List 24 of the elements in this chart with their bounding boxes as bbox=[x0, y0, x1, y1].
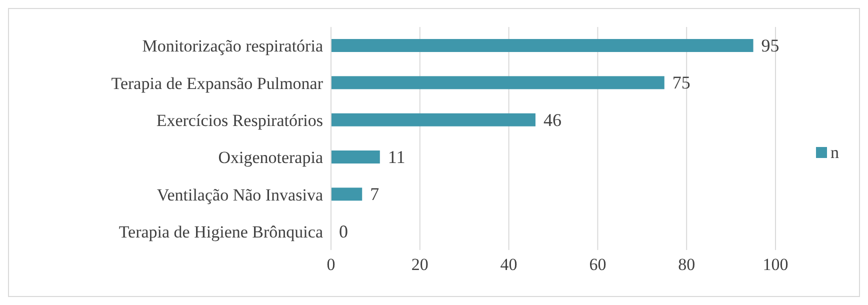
y-tick-label: Exercícios Respiratórios bbox=[156, 110, 323, 130]
y-tick-label: Monitorização respiratória bbox=[142, 36, 324, 56]
y-tick-label: Ventilação Não Invasiva bbox=[156, 185, 324, 204]
bar bbox=[331, 76, 664, 90]
y-tick-label: Oxigenoterapia bbox=[218, 148, 324, 168]
x-tick-label: 40 bbox=[500, 255, 518, 274]
y-tick-label: Terapia de Expansão Pulmonar bbox=[111, 74, 324, 93]
y-tick-label: Terapia de Higiene Brônquica bbox=[118, 222, 324, 242]
data-label: 11 bbox=[388, 147, 406, 167]
bar bbox=[331, 113, 536, 126]
x-tick-label: 0 bbox=[326, 255, 336, 274]
bar bbox=[331, 150, 380, 164]
data-label: 7 bbox=[370, 184, 380, 204]
x-tick-label: 60 bbox=[589, 255, 606, 274]
bar bbox=[331, 39, 754, 52]
data-label: 0 bbox=[339, 221, 348, 242]
bar bbox=[331, 188, 362, 201]
x-tick-label: 20 bbox=[411, 255, 428, 274]
x-tick-label: 100 bbox=[762, 255, 788, 274]
data-label: 46 bbox=[543, 110, 562, 130]
data-label: 75 bbox=[672, 72, 690, 93]
legend-label: n bbox=[830, 142, 839, 162]
data-label: 95 bbox=[761, 36, 780, 56]
x-tick-label: 80 bbox=[678, 255, 696, 274]
